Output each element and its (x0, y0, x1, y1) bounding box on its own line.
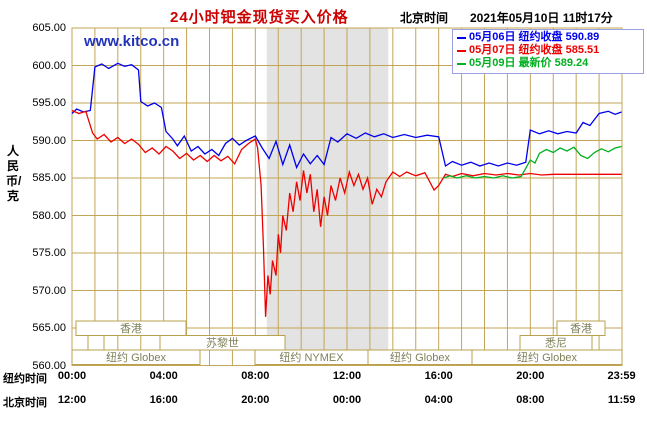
legend-date: 05月09日 (469, 57, 516, 69)
y-tick-label: 570.00 (32, 284, 66, 297)
ny-x-tick-label: 23:59 (607, 370, 636, 382)
page-title: 24小时钯金现货买入价格 (170, 9, 349, 26)
legend-date: 05月07日 (469, 44, 516, 56)
ny-time-row-label: 纽约时间 (3, 373, 47, 385)
legend-value: 585.51 (565, 44, 600, 56)
bj-x-tick-label: 08:00 (516, 394, 545, 406)
legend-value: 590.89 (565, 31, 600, 43)
legend-box: 05月06日 纽约收盘 590.89 05月07日 纽约收盘 585.51 05… (452, 29, 644, 74)
legend-row-may09: 05月09日 最新价 589.24 (457, 57, 639, 70)
beijing-time-label: 北京时间 (400, 11, 449, 25)
legend-type: 最新价 (518, 57, 552, 69)
y-tick-label: 595.00 (32, 97, 66, 109)
legend-row-may07: 05月07日 纽约收盘 585.51 (457, 44, 639, 57)
session-box (75, 320, 187, 336)
price-line-may09-latest (443, 145, 622, 179)
session-box (471, 349, 623, 365)
ny-x-tick-label: 08:00 (241, 370, 270, 382)
nymex-session-band (266, 28, 389, 366)
bj-x-tick-label: 12:00 (57, 394, 87, 406)
session-box (87, 335, 105, 351)
legend-type: 纽约收盘 (518, 31, 563, 43)
legend-value: 589.24 (554, 57, 589, 69)
bj-x-tick-label: 11:59 (607, 394, 636, 406)
y-tick-label: 585.00 (32, 172, 66, 184)
legend-date: 05月06日 (469, 31, 516, 43)
session-label: 悉尼 (545, 337, 567, 350)
y-axis-unit-label: 人民币/克 (6, 144, 22, 203)
session-box (159, 335, 286, 351)
blue-line-marker (457, 36, 466, 39)
legend-row-may06: 05月06日 纽约收盘 590.89 (457, 31, 639, 44)
bj-x-tick-label: 16:00 (149, 394, 178, 406)
y-tick-label: 605.00 (32, 22, 66, 34)
session-label: 香港 (570, 322, 592, 335)
y-tick-label: 580.00 (32, 209, 66, 222)
plot-border (71, 27, 623, 366)
bj-x-tick-label: 20:00 (241, 394, 270, 406)
bj-x-tick-label: 04:00 (424, 394, 453, 406)
ny-x-tick-label: 04:00 (149, 370, 178, 382)
bj-x-tick-label: 00:00 (332, 394, 362, 406)
ny-x-tick-label: 20:00 (516, 370, 545, 382)
price-line-may07-ny-close (71, 109, 622, 317)
green-line-marker (457, 62, 466, 65)
red-line-marker (457, 49, 466, 52)
session-label: 纽约 Globex (517, 350, 577, 364)
y-tick-label: 575.00 (32, 247, 66, 259)
session-label: 苏黎世 (206, 336, 239, 350)
ny-x-tick-label: 00:00 (57, 370, 87, 382)
bj-time-row-label: 北京时间 (3, 397, 47, 409)
session-label: 纽约 Globex (390, 350, 450, 364)
y-tick-label: 565.00 (32, 322, 66, 334)
y-tick-label: 560.00 (32, 359, 66, 372)
ny-x-tick-label: 16:00 (424, 370, 453, 382)
y-tick-label: 600.00 (32, 59, 66, 72)
session-label: 香港 (120, 322, 142, 335)
session-box (71, 349, 201, 365)
beijing-time-value: 2021年05月10日 11时17分 (470, 11, 613, 25)
legend-type: 纽约收盘 (518, 44, 563, 56)
price-line-may06-ny-close (71, 62, 622, 170)
session-label: 纽约 Globex (106, 350, 166, 364)
kitco-watermark: www.kitco.cn (84, 33, 180, 50)
session-label: 纽约 NYMEX (279, 350, 344, 364)
y-tick-label: 590.00 (32, 134, 66, 147)
ny-x-tick-label: 12:00 (332, 370, 362, 382)
